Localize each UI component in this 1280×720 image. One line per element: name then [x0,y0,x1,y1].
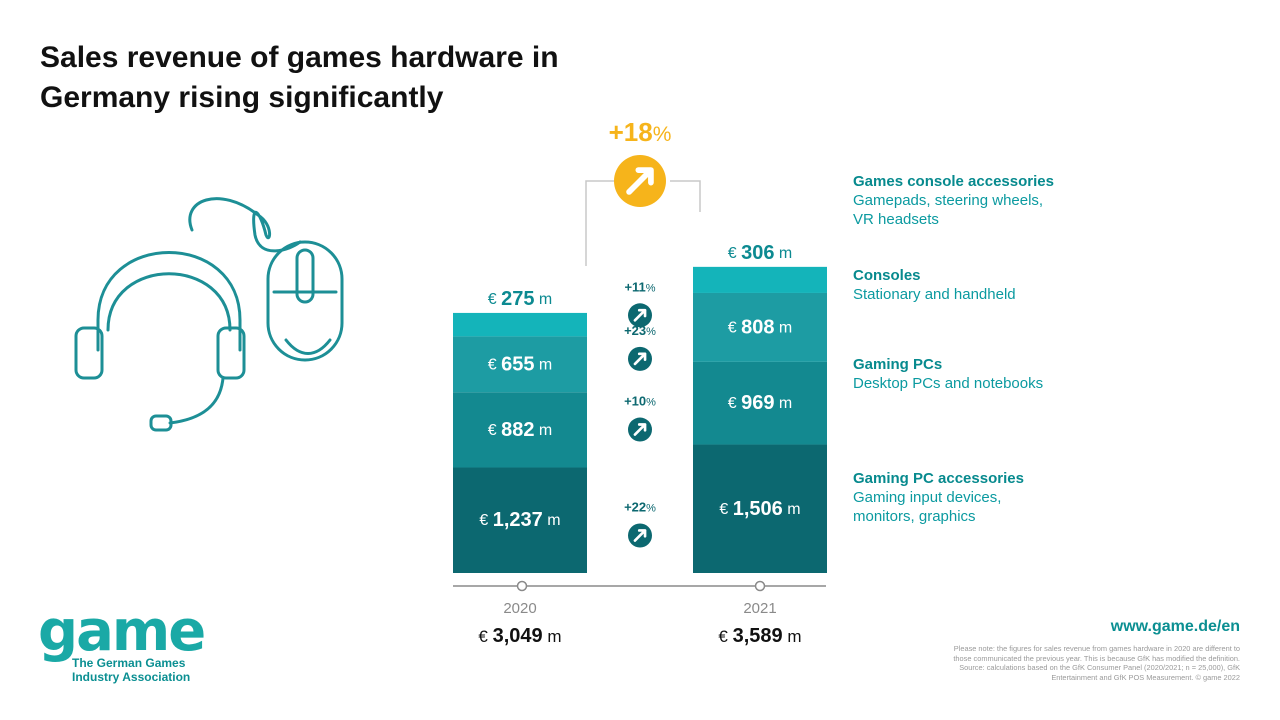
growth-connector-line [585,180,614,266]
game-logo[interactable]: game [38,599,206,664]
title-line-2: Germany rising significantly [40,81,444,114]
legend-description: monitors, graphics [853,508,976,525]
arrow-up-right-icon [633,423,647,436]
legend-title: Games console accessories [853,173,1054,190]
bar-value-label: € 306 m [728,242,793,264]
logo-subtitle-line-1: The German Games [72,656,186,670]
logo-subtitle: The German Games Industry Association [72,656,190,684]
bar-value-label: € 1,237 m [479,510,560,532]
note-line: those communicated the previous year. Th… [953,653,1240,663]
bar-value-label: € 275 m [488,288,553,310]
legend-title: Gaming PCs [853,356,943,373]
bar-value-label: € 882 m [488,419,553,441]
baseline-marker-2021 [754,580,766,592]
total-value-2020: € 3,049 m [478,625,561,647]
legend-description: Stationary and handheld [853,286,1016,303]
mouse-icon [188,197,344,362]
logo-subtitle-line-2: Industry Association [72,670,191,684]
bar-segment-games-console-accessories-2021 [693,266,827,293]
arrow-up-right-icon [633,308,647,322]
note-line: Source: calculations based on the GfK Co… [959,663,1240,672]
bar-segment-gaming-pc-accessories-2021 [693,444,827,573]
legend-title: Gaming PC accessories [853,470,1024,487]
segment-growth-label: +11% [624,279,655,294]
bar-value-label: € 808 m [728,317,793,339]
year-label-2020: 2020 [503,600,536,617]
bar-value-label: € 969 m [728,392,793,414]
legend-gaming-pc-accessories: Gaming PC accessories Gaming input devic… [853,469,1024,526]
arrow-up-right-icon [633,529,647,542]
legend-description: Gamepads, steering wheels, [853,192,1044,209]
legend-consoles: Consoles Stationary and handheld [853,266,1016,304]
bar-value-label: € 1,506 m [719,498,800,520]
growth-connector-line-right [670,180,701,212]
year-label-2021: 2021 [743,600,776,617]
note-line: Entertainment and GfK POS Measurement. ©… [1051,672,1240,682]
bar-segment-gaming-pcs-2020 [453,392,587,468]
headset-icon [74,251,246,432]
title-line-1: Sales revenue of games hardware in [40,41,559,74]
bar-segment-games-console-accessories-2020 [453,312,587,337]
website-link[interactable]: www.game.de/en [1110,618,1240,635]
segment-growth-label: +22% [624,500,656,515]
page-title: Sales revenue of games hardware in Germa… [40,38,640,118]
baseline-marker-2020 [516,580,528,592]
source-note: Please note: the figures for sales reven… [880,644,1240,682]
bar-value-label: € 655 m [488,354,553,376]
arrow-up-right-icon [633,352,647,366]
total-value-2021: € 3,589 m [718,625,801,647]
legend-description: VR headsets [853,211,939,228]
note-line: Please note: the figures for sales reven… [953,644,1240,653]
bar-segment-consoles-2021 [693,292,827,362]
segment-growth-label: +10% [624,394,656,409]
legend-gaming-pcs: Gaming PCs Desktop PCs and notebooks [853,355,1043,393]
legend-description: Gaming input devices, [853,489,1002,506]
arrow-up-right-icon [626,167,654,195]
headset-mouse-illustration [74,197,344,432]
legend-title: Consoles [853,267,921,284]
legend-games-console-accessories: Games console accessories Gamepads, stee… [853,172,1054,229]
legend-description: Desktop PCs and notebooks [853,375,1044,392]
bar-segment-gaming-pc-accessories-2020 [453,467,587,573]
total-growth-label: +18% [609,117,672,147]
bar-segment-consoles-2020 [453,336,587,393]
bar-segment-gaming-pcs-2021 [693,361,827,445]
